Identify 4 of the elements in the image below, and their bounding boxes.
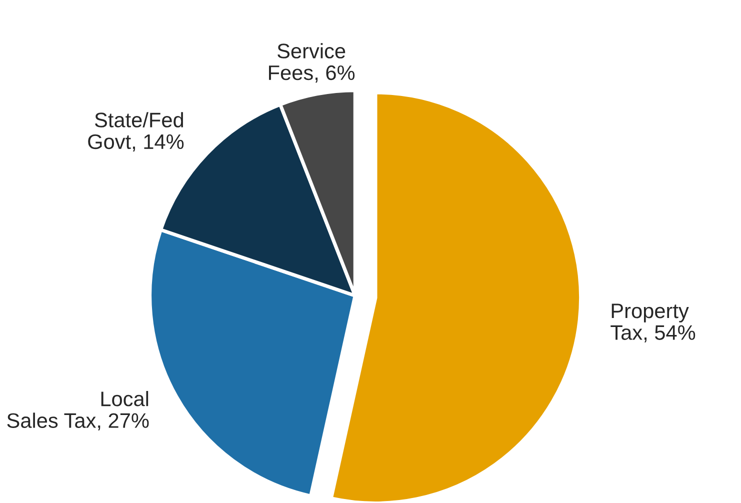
slice-label: Local Sales Tax, 27% (7, 390, 149, 430)
slice-label: Service Fees, 6% (269, 43, 355, 83)
slice-label: State/Fed Govt, 14% (88, 112, 184, 152)
slice-label: Property Tax, 54% (610, 304, 696, 342)
